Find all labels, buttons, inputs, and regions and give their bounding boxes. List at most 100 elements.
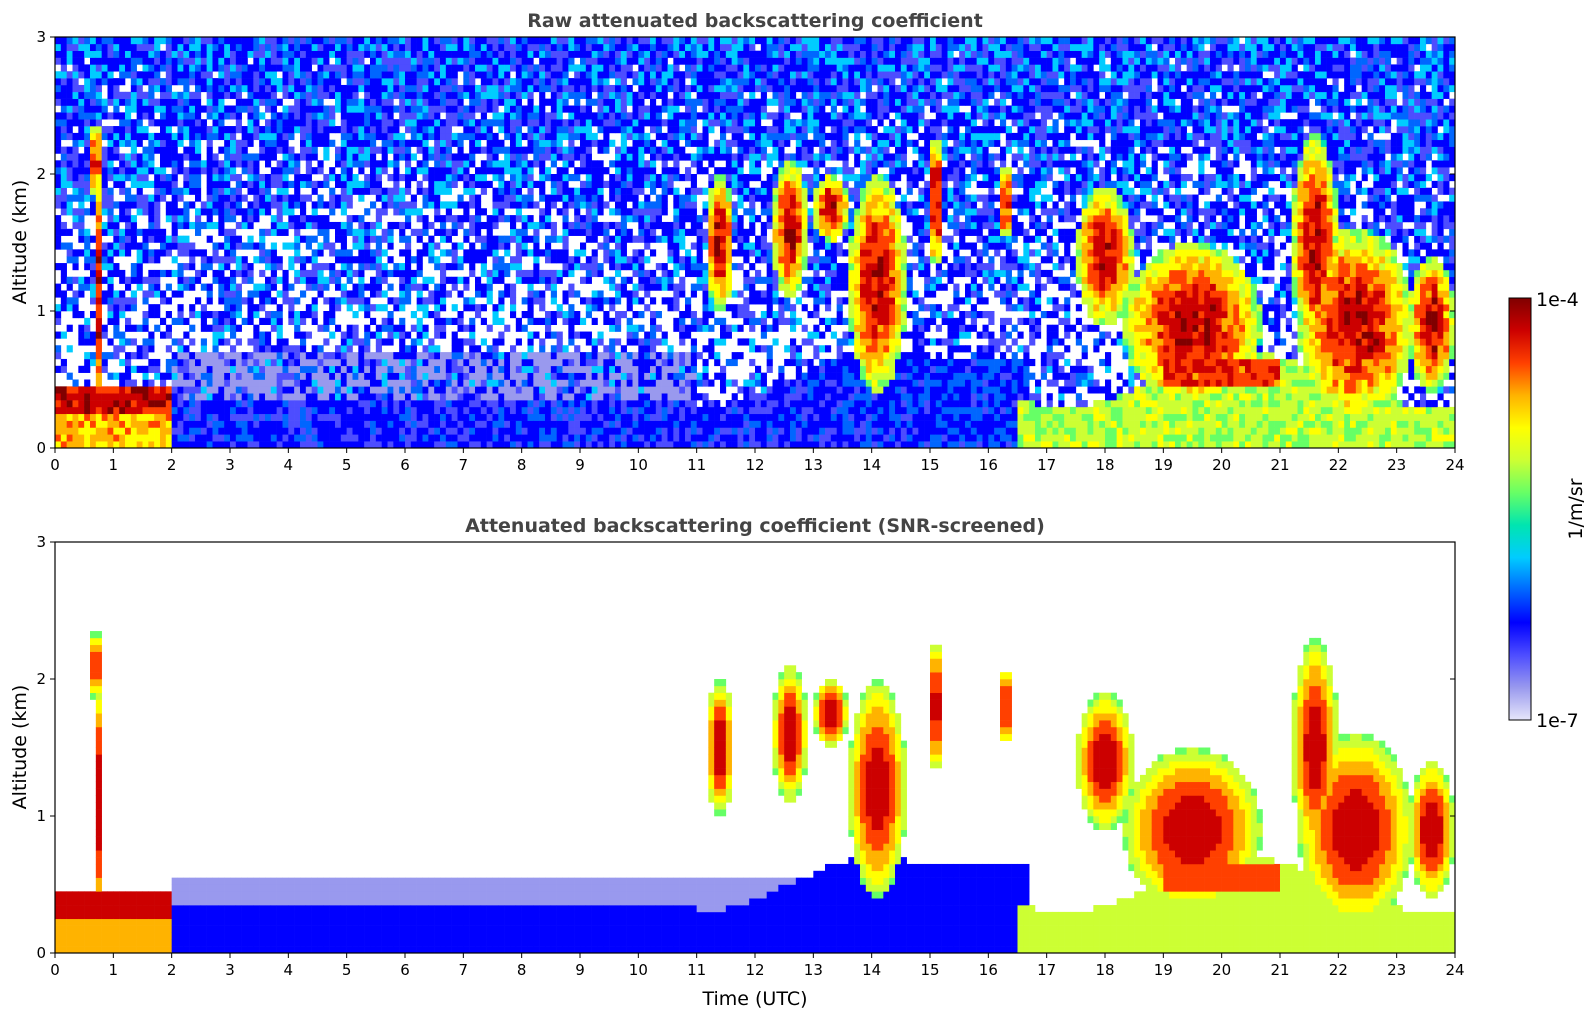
heatmap-cell: [311, 180, 318, 188]
heatmap-cell: [632, 311, 639, 319]
heatmap-cell: [375, 352, 382, 360]
heatmap-cell: [533, 434, 540, 442]
heatmap-cell: [136, 119, 143, 127]
heatmap-cell: [620, 37, 627, 45]
heatmap-cell: [352, 57, 359, 65]
heatmap-cell: [416, 317, 423, 325]
heatmap-cell: [282, 413, 289, 421]
heatmap-cell: [498, 37, 505, 45]
heatmap-cell: [218, 427, 225, 435]
heatmap-cell: [230, 174, 237, 182]
heatmap-cell: [300, 420, 307, 428]
heatmap-cell: [212, 311, 219, 319]
heatmap-cell: [90, 112, 97, 120]
heatmap-cell: [60, 105, 67, 113]
heatmap-cell: [440, 276, 447, 284]
heatmap-cell: [329, 441, 336, 449]
heatmap-cell: [405, 365, 412, 373]
heatmap-cell: [329, 71, 336, 79]
heatmap-cell: [550, 358, 557, 367]
heatmap-cell: [568, 153, 575, 161]
heatmap-cell: [148, 311, 155, 319]
heatmap-cell: [90, 297, 97, 305]
heatmap-cell: [399, 57, 406, 65]
heatmap-cell: [329, 263, 336, 271]
heatmap-cell: [224, 365, 231, 373]
heatmap-cell: [55, 434, 62, 442]
heatmap-cell: [585, 365, 592, 373]
heatmap-cell: [445, 228, 452, 236]
heatmap-cell: [125, 98, 132, 106]
heatmap-cell: [218, 228, 225, 236]
heatmap-cell: [148, 304, 155, 312]
heatmap-cell: [387, 317, 394, 325]
heatmap-cell: [183, 167, 190, 175]
heatmap-cell: [393, 201, 400, 209]
heatmap-cell: [224, 174, 231, 182]
heatmap-cell: [428, 50, 435, 58]
heatmap-cell: [574, 249, 581, 257]
heatmap-cell: [177, 215, 184, 223]
heatmap-cell: [457, 317, 464, 325]
heatmap-cell: [130, 379, 137, 387]
heatmap-cell: [259, 290, 266, 298]
heatmap-cell: [405, 167, 412, 175]
heatmap-cell: [620, 43, 627, 51]
heatmap-cell: [311, 352, 318, 360]
heatmap-cell: [60, 304, 67, 312]
heatmap-cell: [632, 91, 639, 99]
heatmap-cell: [416, 215, 423, 223]
heatmap-cell: [294, 194, 301, 202]
heatmap-cell: [335, 126, 342, 134]
heatmap-cell: [300, 352, 307, 360]
heatmap-cell: [498, 256, 505, 264]
heatmap-cell: [265, 71, 272, 79]
heatmap-cell: [195, 50, 202, 58]
heatmap-cell: [165, 420, 172, 428]
heatmap-cell: [230, 242, 237, 250]
heatmap-cell: [165, 441, 172, 449]
heatmap-cell: [550, 276, 557, 284]
heatmap-cell: [78, 406, 85, 415]
heatmap-cell: [84, 400, 91, 408]
heatmap-cell: [539, 126, 546, 134]
heatmap-cell: [562, 78, 569, 86]
heatmap-cell: [410, 78, 417, 86]
heatmap-cell: [125, 187, 132, 195]
heatmap-cell: [90, 71, 97, 79]
heatmap-cell: [620, 345, 627, 353]
heatmap-cell: [113, 406, 120, 415]
heatmap-cell: [253, 180, 260, 188]
heatmap-cell: [212, 201, 219, 209]
heatmap-cell: [154, 365, 161, 373]
heatmap-cell: [620, 112, 627, 120]
heatmap-cell: [492, 215, 499, 223]
heatmap-cell: [580, 126, 587, 134]
heatmap-cell: [136, 194, 143, 202]
heatmap-cell: [241, 365, 248, 373]
heatmap-cell: [620, 215, 627, 223]
heatmap-cell: [346, 324, 353, 332]
heatmap-cell: [247, 358, 254, 367]
heatmap-cell: [434, 132, 441, 141]
heatmap-cell: [428, 84, 435, 93]
heatmap-cell: [533, 71, 540, 79]
heatmap-cell: [276, 57, 283, 65]
heatmap-cell: [644, 112, 651, 120]
heatmap-cell: [323, 338, 330, 346]
heatmap-cell: [387, 64, 394, 72]
heatmap-cell: [317, 98, 324, 106]
heatmap-cell: [463, 37, 470, 45]
heatmap-cell: [626, 400, 633, 408]
heatmap-cell: [335, 43, 342, 51]
heatmap-cell: [609, 304, 616, 312]
heatmap-cell: [323, 64, 330, 72]
heatmap-cell: [428, 221, 435, 230]
heatmap-cell: [288, 160, 295, 168]
heatmap-cell: [498, 317, 505, 325]
heatmap-cell: [492, 242, 499, 250]
heatmap-cell: [195, 84, 202, 93]
heatmap-cell: [609, 50, 616, 58]
heatmap-cell: [90, 235, 97, 243]
heatmap-cell: [270, 139, 277, 147]
